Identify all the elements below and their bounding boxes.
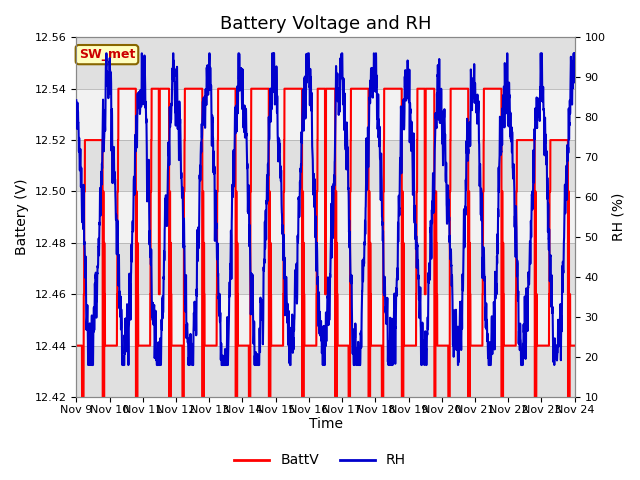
RH <box>72 97 80 103</box>
Legend: BattV, RH: BattV, RH <box>229 448 411 473</box>
Title: Battery Voltage and RH: Battery Voltage and RH <box>220 15 431 33</box>
Bar <box>76 243 575 294</box>
RH <box>437 105 445 110</box>
Bar <box>76 37 575 89</box>
Bar <box>76 192 575 243</box>
Y-axis label: Battery (V): Battery (V) <box>15 179 29 255</box>
BattV <box>307 343 314 348</box>
RH <box>465 138 473 144</box>
BattV <box>162 86 170 92</box>
Line: BattV: BattV <box>76 89 575 397</box>
Line: RH: RH <box>76 53 575 365</box>
Bar <box>76 89 575 140</box>
Text: SW_met: SW_met <box>79 48 135 61</box>
RH <box>570 58 578 64</box>
Y-axis label: RH (%): RH (%) <box>611 193 625 241</box>
BattV <box>115 86 122 92</box>
BattV <box>72 343 80 348</box>
RH <box>410 161 417 167</box>
BattV <box>571 343 579 348</box>
Bar <box>76 140 575 192</box>
Bar <box>76 346 575 397</box>
RH <box>162 200 170 205</box>
BattV <box>465 189 473 194</box>
RH <box>571 50 579 56</box>
X-axis label: Time: Time <box>308 418 342 432</box>
RH <box>84 362 92 368</box>
RH <box>102 50 110 56</box>
BattV <box>78 394 86 400</box>
RH <box>307 79 314 84</box>
BattV <box>410 343 417 348</box>
BattV <box>437 343 445 348</box>
Bar <box>76 294 575 346</box>
BattV <box>570 343 578 348</box>
